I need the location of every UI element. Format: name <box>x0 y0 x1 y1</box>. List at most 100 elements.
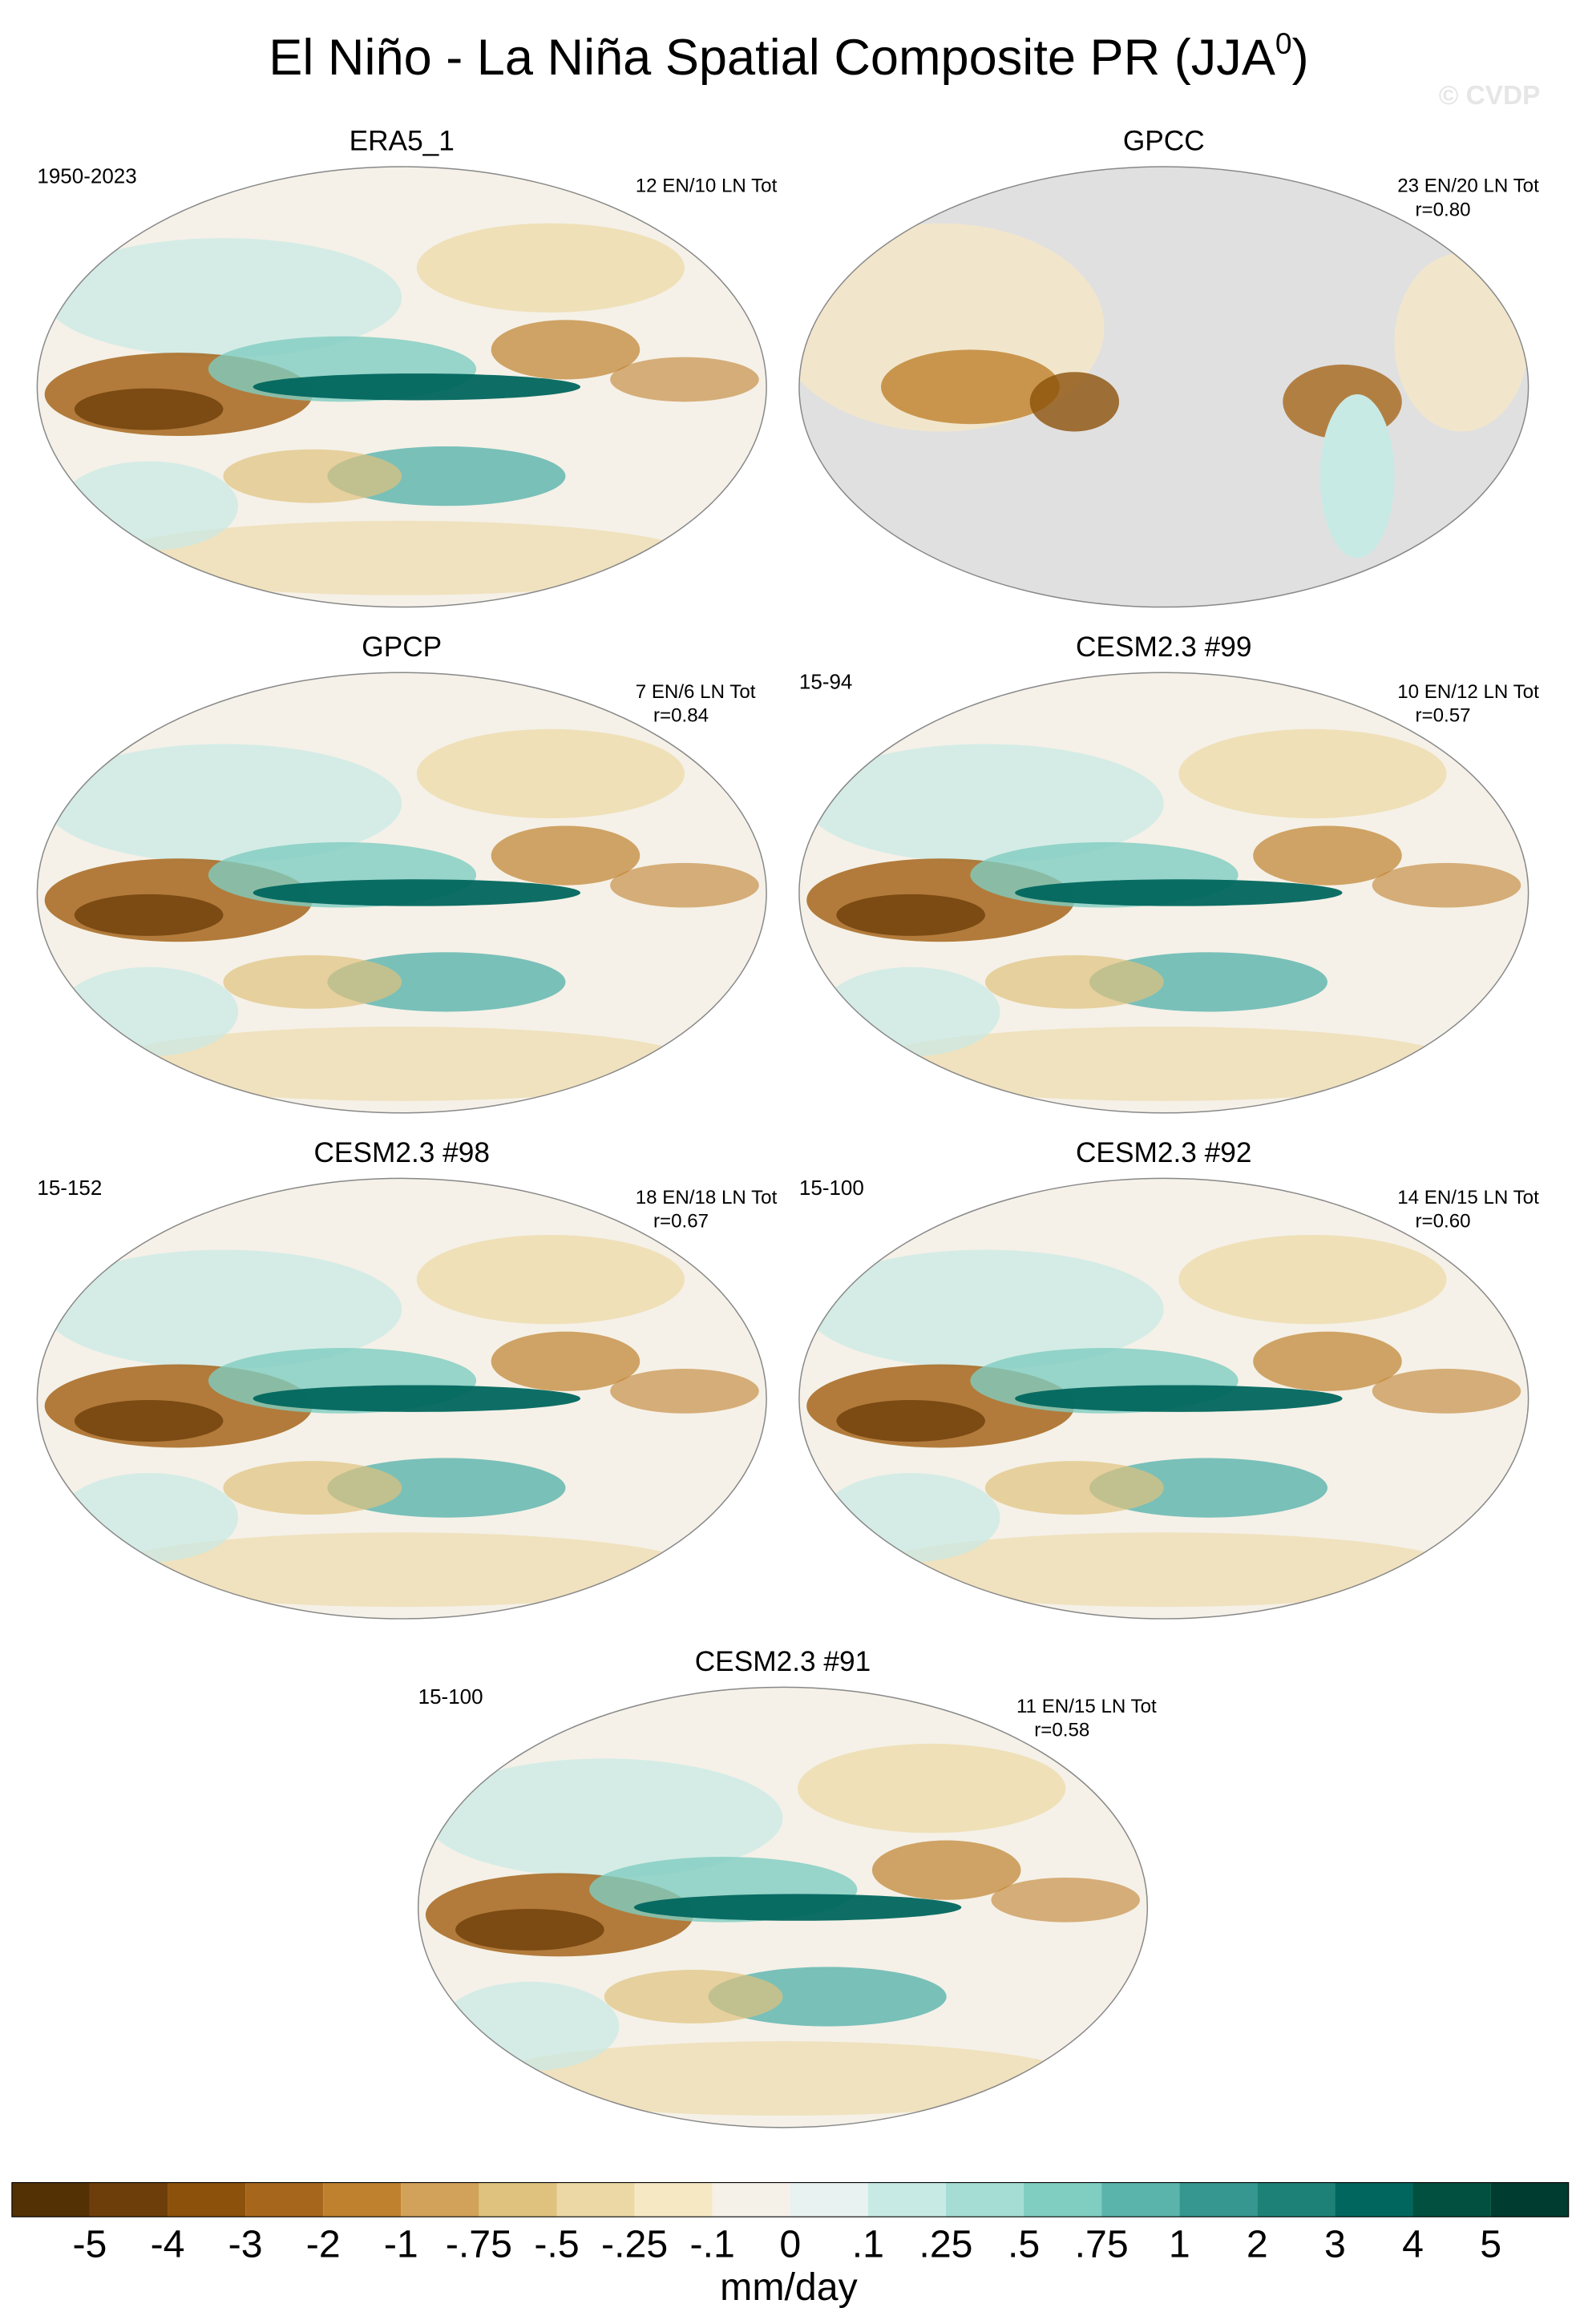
panel-period: 15-100 <box>418 1684 483 1709</box>
panel-title: CESM2.3 #98 <box>313 1137 490 1168</box>
title-main: El Niño - La Niña Spatial Composite PR (… <box>269 30 1275 86</box>
field-blob <box>74 1400 224 1442</box>
field-blob <box>821 966 1000 1057</box>
colorbar-units: mm/day <box>720 2265 858 2309</box>
map-outline <box>417 1686 1149 2128</box>
field-blob <box>491 320 641 380</box>
watermark: © CVDP <box>1439 81 1541 111</box>
field-blob <box>103 520 700 595</box>
colorbar-label: .1 <box>852 2222 884 2265</box>
field-blob <box>485 2041 1081 2116</box>
map-outline <box>36 166 767 608</box>
map-panel: CESM2.3 #92 15-100 14 EN/15 LN Tot r=0.60 <box>798 1137 1539 1620</box>
field-blob <box>1372 862 1521 908</box>
field-blob <box>1178 728 1447 819</box>
field-blob <box>1319 394 1395 559</box>
field-blob <box>1253 825 1402 886</box>
field-blob <box>1253 1331 1402 1391</box>
colorbar-box <box>1179 2182 1258 2217</box>
field-blob <box>327 952 566 1012</box>
colorbar-label: -.1 <box>690 2222 735 2265</box>
map-outline <box>798 1177 1530 1620</box>
field-blob <box>866 1027 1462 1101</box>
colorbar-label: -4 <box>151 2222 185 2265</box>
title-end: ) <box>1292 30 1309 86</box>
field-blob <box>491 825 641 886</box>
panel-stat: r=0.67 <box>653 1211 709 1233</box>
field-blob <box>1089 1458 1327 1518</box>
colorbar-label: .25 <box>919 2222 972 2265</box>
colorbar-label: 0 <box>779 2222 801 2265</box>
colorbar-label: -3 <box>228 2222 263 2265</box>
map-panel: CESM2.3 #91 15-100 11 EN/15 LN Tot r=0.58 <box>417 1646 1157 2128</box>
field-blob <box>1372 1369 1521 1414</box>
panel-stat: 10 EN/12 LN Tot <box>1397 681 1539 703</box>
map-panel: ERA5_1 1950-2023 12 EN/10 LN Tot <box>36 126 778 608</box>
panel-period: 15-100 <box>799 1176 864 1200</box>
field-blob <box>1029 372 1120 432</box>
map-field <box>806 728 1521 1101</box>
colorbar-box <box>245 2182 324 2217</box>
panel-stat: r=0.60 <box>1416 1211 1471 1233</box>
map-outline <box>36 672 767 1114</box>
panel-period: 15-94 <box>799 670 852 694</box>
panel-stat: r=0.80 <box>1416 199 1471 220</box>
field-blob <box>59 1473 239 1563</box>
field-blob <box>1394 252 1529 432</box>
field-blob <box>633 1894 962 1921</box>
field-blob <box>1089 952 1327 1012</box>
panel-stat: 7 EN/6 LN Tot <box>636 681 756 703</box>
field-blob <box>991 1877 1141 1923</box>
field-blob <box>327 446 566 506</box>
colorbar-box <box>1101 2182 1180 2217</box>
field-blob <box>253 1385 581 1412</box>
field-blob <box>798 1743 1066 1834</box>
colorbar-box <box>323 2182 402 2217</box>
colorbar-label: 3 <box>1324 2222 1346 2265</box>
colorbar-box <box>1257 2182 1336 2217</box>
field-blob <box>416 223 685 313</box>
colorbar-label: -.5 <box>534 2222 579 2265</box>
panel-stat: r=0.58 <box>1034 1720 1089 1741</box>
colorbar-box <box>479 2182 557 2217</box>
colorbar-box <box>1024 2182 1102 2217</box>
map-field <box>425 1743 1141 2116</box>
field-blob <box>836 1400 985 1442</box>
panel-title: GPCP <box>362 631 442 663</box>
field-blob <box>103 1027 700 1101</box>
field-blob <box>44 744 402 863</box>
colorbar-box <box>1412 2182 1491 2217</box>
map-outline <box>798 166 1530 608</box>
panel-title: ERA5_1 <box>350 126 455 157</box>
map-panel: CESM2.3 #98 15-152 18 EN/18 LN Tot r=0.67 <box>36 1137 778 1620</box>
field-blob <box>984 1461 1164 1515</box>
panel-title: CESM2.3 #99 <box>1076 631 1252 663</box>
colorbar-box <box>634 2182 713 2217</box>
colorbar-label: 1 <box>1169 2222 1190 2265</box>
colorbar-box <box>11 2182 90 2217</box>
field-blob <box>1015 879 1343 906</box>
field-blob <box>44 1249 402 1370</box>
field-blob <box>223 449 402 503</box>
field-blob <box>491 1331 641 1391</box>
field-blob <box>416 1234 685 1325</box>
colorbar-label: 2 <box>1247 2222 1268 2265</box>
colorbar-box <box>89 2182 168 2217</box>
field-blob <box>425 1758 783 1878</box>
colorbar-label: -2 <box>306 2222 341 2265</box>
field-blob <box>836 894 985 936</box>
field-blob <box>806 1249 1164 1370</box>
field-blob <box>1178 1234 1447 1325</box>
field-blob <box>866 1532 1462 1608</box>
field-blob <box>708 1967 947 2027</box>
colorbar-box <box>168 2182 246 2217</box>
colorbar-label: -1 <box>384 2222 418 2265</box>
field-blob <box>455 1908 604 1951</box>
field-blob <box>327 1458 566 1518</box>
colorbar-label: .5 <box>1008 2222 1040 2265</box>
colorbar-label: -5 <box>72 2222 107 2265</box>
panel-stat: 18 EN/18 LN Tot <box>636 1187 778 1208</box>
colorbar-label: -.25 <box>601 2222 668 2265</box>
